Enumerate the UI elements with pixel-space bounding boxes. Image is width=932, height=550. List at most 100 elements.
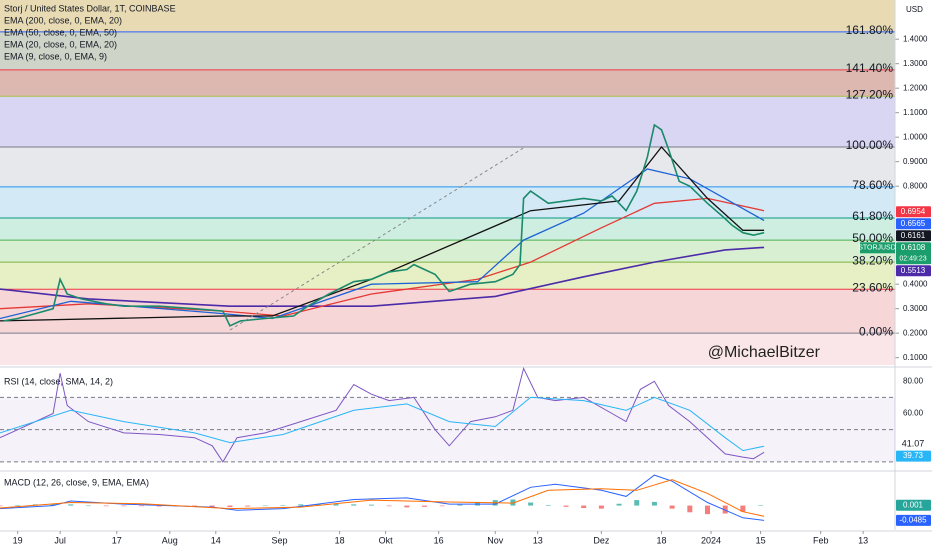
price-tag-value: 0.5513 <box>901 266 926 275</box>
histogram-bar <box>581 505 587 509</box>
fib-band <box>0 289 895 334</box>
fib-band <box>0 69 895 97</box>
y-tick-label: 0.4000 <box>903 279 928 288</box>
x-tick-label: Sep <box>271 535 287 545</box>
y-tick-label: 1.0000 <box>903 132 928 141</box>
x-tick-label: 19 <box>13 535 23 545</box>
price-tag-value: 0.6108 <box>901 243 926 252</box>
histogram-bar <box>298 504 304 506</box>
histogram-bar <box>404 505 410 508</box>
fib-label: 23.60% <box>852 280 893 294</box>
y-tick-label: 0.8000 <box>903 181 928 190</box>
price-tag <box>896 230 931 242</box>
histogram-bar <box>351 504 357 506</box>
overlay-layer: 0.00% 23.60% 38.20% 50.00% 61.80% 78.60% 100.0… <box>4 3 931 526</box>
pane-title: MACD (12, 26, close, 9, EMA, EMA) <box>4 477 149 487</box>
price-tag <box>896 206 931 218</box>
fib-label: 78.60% <box>852 178 893 192</box>
fib-band <box>0 262 895 290</box>
histogram-bar <box>687 505 693 513</box>
fib-band <box>0 0 895 32</box>
histogram-bar <box>386 505 392 507</box>
fib-band <box>0 96 895 147</box>
histogram-bar <box>227 505 233 508</box>
countdown: 02:49:23 <box>899 256 926 263</box>
histogram-bar <box>651 501 657 506</box>
series-line <box>3 123 765 327</box>
x-tick-label: 14 <box>211 535 221 545</box>
price-tag <box>896 242 931 265</box>
histogram-bar <box>457 504 463 506</box>
y-tick-label: 0.3000 <box>903 304 928 313</box>
histogram-bar <box>528 502 534 506</box>
histogram-bar <box>139 505 145 507</box>
histogram-bar <box>740 505 746 512</box>
price-tag-name: STORJUSD <box>858 245 896 252</box>
histogram-bar <box>705 505 711 515</box>
pane-title: RSI (14, close, SMA, 14, 2) <box>4 376 113 386</box>
histogram-bar <box>545 504 551 506</box>
histogram-bar <box>0 505 3 507</box>
histogram-bar <box>333 504 339 506</box>
axis-unit: USD <box>906 5 923 14</box>
price-tag <box>896 265 931 277</box>
x-tick-label: 18 <box>335 535 345 545</box>
x-tick-label: 15 <box>756 535 766 545</box>
histogram-bar <box>758 505 764 506</box>
price-tag <box>896 514 931 526</box>
price-tag <box>896 218 931 230</box>
histogram-bar <box>510 499 516 506</box>
y-tick-label: 1.2000 <box>903 83 928 92</box>
legend-entry: EMA (50, close, 0, EMA, 50) <box>4 27 117 37</box>
histogram-bar <box>15 504 21 506</box>
x-tick-label: 18 <box>657 535 667 545</box>
price-tag-value: 0.6161 <box>901 231 926 240</box>
fib-label: 61.80% <box>852 209 893 223</box>
x-tick-label: 16 <box>434 535 444 545</box>
fib-label: 141.40% <box>846 61 894 75</box>
x-tick-label: 17 <box>112 535 122 545</box>
y-tick-label: 60.00 <box>903 409 924 418</box>
series-line <box>0 197 765 317</box>
x-tick-label: 13 <box>533 535 543 545</box>
histogram-bar <box>50 503 56 506</box>
price-tag-value: 0.001 <box>903 500 924 509</box>
fib-band <box>0 31 895 70</box>
series-line <box>0 246 765 307</box>
x-tick-label: Nov <box>487 535 504 545</box>
series-line <box>0 168 765 320</box>
histogram-bar <box>68 504 74 506</box>
x-tick-label: Feb <box>813 535 829 545</box>
histogram-bar <box>209 505 215 507</box>
histogram-bar <box>422 505 428 507</box>
x-tick-label: Jul <box>54 535 66 545</box>
fib-band <box>0 218 895 241</box>
series-line <box>0 396 765 452</box>
x-tick-label: 2024 <box>701 535 721 545</box>
histogram-bar <box>368 504 374 506</box>
histogram-bar <box>669 505 675 509</box>
fib-label: 100.00% <box>846 138 894 152</box>
histogram-bar <box>85 505 91 507</box>
y-tick-label: 80.00 <box>903 376 924 385</box>
fib-band <box>0 240 895 263</box>
price-tag <box>896 499 931 511</box>
price-tag-value: 0.6954 <box>901 207 926 216</box>
series-line <box>0 145 765 322</box>
fib-label: 50.00% <box>852 231 893 245</box>
fib-trendline <box>229 146 526 331</box>
legend-entry: EMA (9, close, 0, EMA, 9) <box>4 51 107 61</box>
histogram-bar <box>103 505 109 507</box>
histogram-bar <box>616 503 622 506</box>
histogram-bar <box>634 500 640 506</box>
y-tick-label: 1.1000 <box>903 108 928 117</box>
watermark: @MichaelBitzer <box>708 344 821 361</box>
histogram-bar <box>439 505 445 507</box>
y-tick-label: 1.3000 <box>903 59 928 68</box>
y-tick-label: 0.2000 <box>903 328 928 337</box>
price-tag-value: 41.07 <box>902 438 925 448</box>
histogram-bar <box>192 505 198 507</box>
histogram-bar <box>156 505 162 507</box>
x-tick-label: Aug <box>162 535 178 545</box>
price-tag <box>896 450 931 462</box>
